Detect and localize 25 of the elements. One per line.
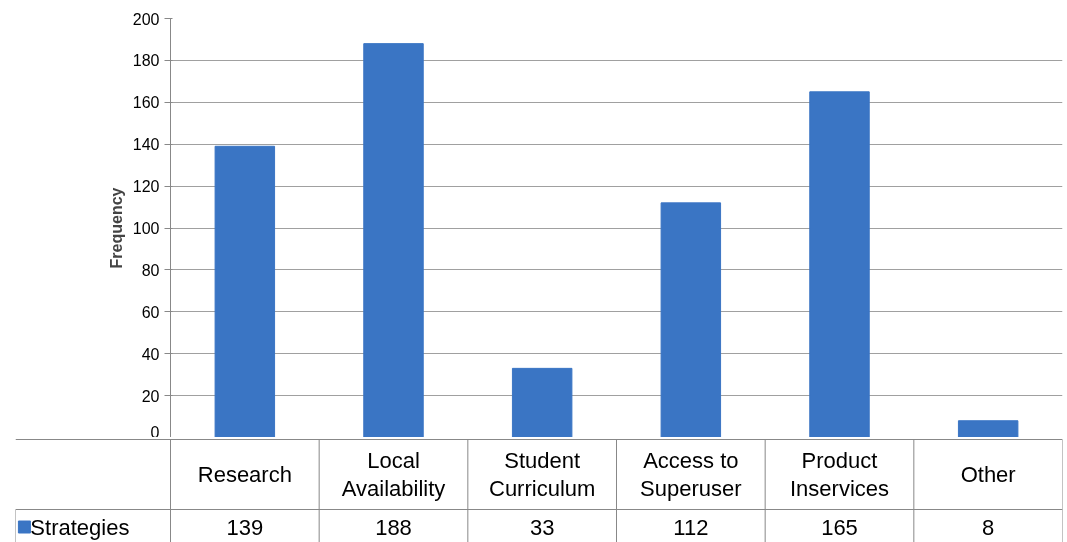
- x-tick-label: Access to Superuser: [640, 448, 742, 501]
- data-label: 188: [375, 514, 412, 540]
- y-tick-label: 20: [141, 387, 160, 405]
- y-tick-label: 100: [132, 220, 160, 237]
- y-axis-title: Frequency: [107, 187, 125, 269]
- y-tick-label: 0: [150, 423, 160, 441]
- x-tick-label: Research: [197, 462, 292, 487]
- data-label: 139: [226, 514, 264, 540]
- y-tick-label: 180: [132, 52, 160, 70]
- y-tick-label: 40: [141, 345, 160, 363]
- x-tick-label: Other: [960, 462, 1016, 487]
- y-tick-label: 160: [132, 94, 160, 112]
- y-tick-label: 200: [132, 10, 160, 28]
- x-tick-label: Local Availability: [341, 448, 446, 501]
- data-label: 33: [529, 514, 555, 540]
- legend-label: Strategies: [30, 514, 130, 540]
- data-label: 112: [673, 514, 709, 540]
- x-tick-label: Product Inservices: [789, 448, 890, 501]
- y-tick-label: 120: [132, 178, 160, 196]
- y-tick-label: 60: [141, 303, 160, 321]
- x-tick-label: Student Curriculum: [488, 448, 596, 501]
- data-label: 165: [821, 514, 858, 540]
- y-tick-label: 140: [132, 136, 160, 154]
- data-label: 8: [982, 514, 995, 540]
- y-tick-label: 80: [141, 261, 160, 279]
